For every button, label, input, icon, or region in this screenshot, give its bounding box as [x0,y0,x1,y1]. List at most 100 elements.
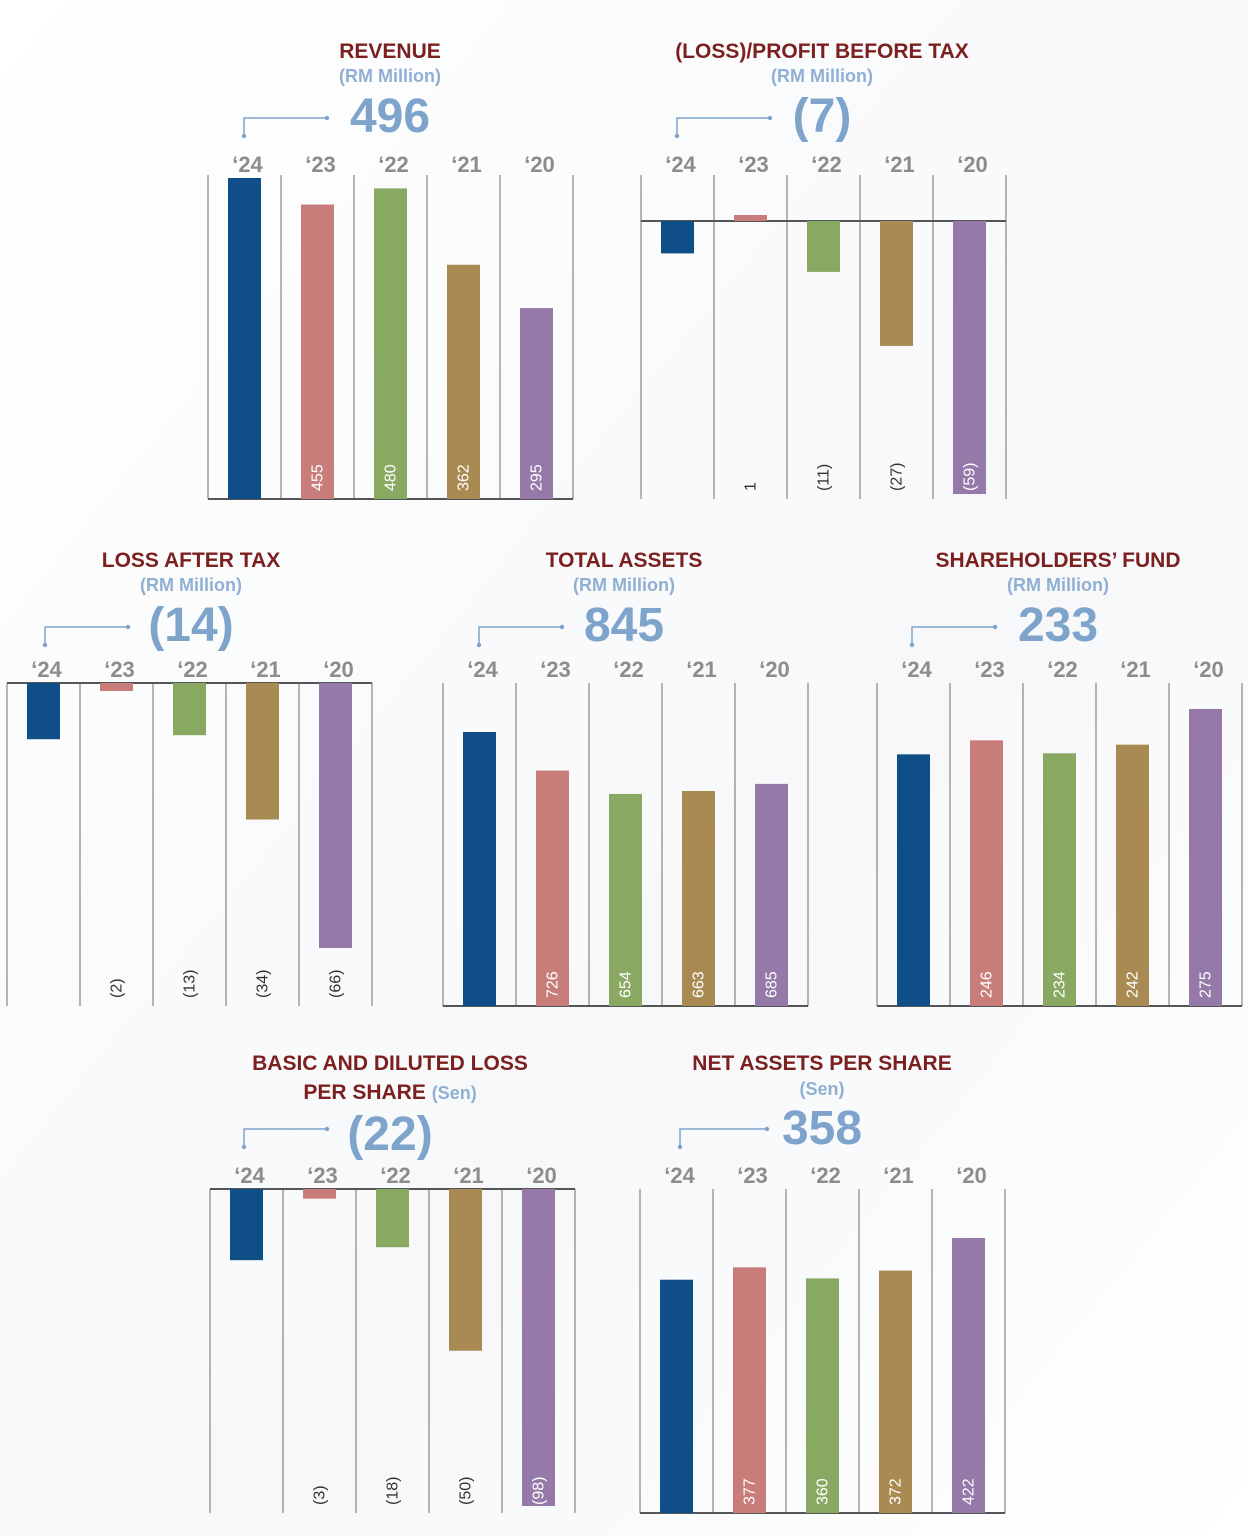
value-label: (27) [889,463,906,491]
charts-group: REVENUE (RM Million) 496 ‘24 ‘23 455 ‘22 480 ‘21… [6,40,1243,1514]
chart-title: SHAREHOLDERS’ FUND [935,549,1180,572]
year-label: ‘20 [323,657,354,682]
headline-value: (7) [793,90,852,143]
chart-7: NET ASSETS PER SHARE (Sen) 358 ‘24 ‘23 377 ‘22… [639,1052,1006,1514]
bar-22 [609,793,642,1006]
chart-title-line2: PER SHARE (Sen) [303,1081,476,1104]
year-label: ‘23 [104,657,135,682]
headline-value: 233 [1018,599,1098,652]
year-label: ‘22 [613,657,644,682]
chart-unit: (RM Million) [573,575,675,595]
bar-20 [1189,709,1222,1006]
year-label: ‘20 [956,1163,987,1188]
year-label: ‘20 [526,1163,557,1188]
bar-23 [301,204,334,499]
bar-20 [522,1189,555,1506]
chart-unit: (RM Million) [771,66,873,86]
value-label: (11) [816,464,833,491]
value-label: 726 [545,971,562,998]
year-label: ‘24 [232,152,263,177]
value-label: 685 [764,971,781,998]
headline-leader-line [243,117,327,136]
value-label: 360 [815,1478,832,1505]
leader-dot [125,624,131,630]
value-label: (18) [385,1477,402,1505]
value-label: 362 [456,464,473,491]
leader-dot [324,1126,330,1132]
value-label: 1 [743,482,760,491]
leader-dot [476,642,482,648]
year-label: ‘21 [451,152,482,177]
year-label: ‘20 [957,152,988,177]
bar-23 [970,740,1003,1006]
year-label: ‘23 [974,657,1005,682]
value-label: (98) [531,1477,548,1505]
bar-24 [27,683,60,740]
chart-unit: (RM Million) [339,66,441,86]
chart-unit: (RM Million) [140,575,242,595]
bar-20 [952,1238,985,1513]
bar-22 [806,1278,839,1513]
chart-unit: (RM Million) [1007,575,1109,595]
year-label: ‘24 [467,657,498,682]
chart-unit: (Sen) [432,1083,477,1103]
chart-2: (LOSS)/PROFIT BEFORE TAX (RM Million) (7) ‘… [640,40,1007,499]
bar-21 [246,683,279,820]
year-label: ‘21 [1120,657,1151,682]
chart-title-line2-text: PER SHARE [303,1081,426,1104]
bar-24 [897,754,930,1006]
bar-24 [228,178,261,499]
chart-unit: (Sen) [800,1079,845,1099]
headline-leader-line [676,117,770,136]
year-label: ‘23 [305,152,336,177]
leader-dot [241,133,247,139]
year-label: ‘22 [380,1163,411,1188]
chart-title: BASIC AND DILUTED LOSS [252,1052,528,1075]
year-label: ‘23 [540,657,571,682]
value-label: 480 [383,464,400,491]
chart-title: REVENUE [339,40,441,63]
bar-24 [463,732,496,1006]
headline-leader-line [679,1128,767,1147]
headline-leader-line [478,626,562,645]
bar-21 [1116,744,1149,1006]
year-label: ‘20 [759,657,790,682]
year-label: ‘23 [738,152,769,177]
value-label: (3) [312,1485,329,1505]
year-label: ‘24 [234,1163,265,1188]
year-label: ‘20 [524,152,555,177]
leader-dot [674,133,680,139]
year-label: ‘21 [884,152,915,177]
value-label: 246 [979,971,996,998]
bar-20 [755,783,788,1006]
bar-22 [376,1189,409,1248]
chart-3: LOSS AFTER TAX (RM Million) (14) ‘24 ‘23 (2) ‘… [6,549,373,1006]
headline-value: 496 [350,90,430,143]
year-label: ‘24 [664,1163,695,1188]
year-label: ‘21 [453,1163,484,1188]
value-label: (66) [328,970,345,998]
chart-title: (LOSS)/PROFIT BEFORE TAX [675,40,969,63]
leader-dot [559,624,565,630]
chart-title: NET ASSETS PER SHARE [692,1052,951,1075]
value-label: 422 [961,1478,978,1505]
chart-title: LOSS AFTER TAX [102,549,281,572]
value-label: 234 [1052,971,1069,998]
bar-20 [319,683,352,948]
year-label: ‘22 [811,152,842,177]
value-label: 372 [888,1478,905,1505]
bar-22 [173,683,206,736]
bar-22 [374,188,407,499]
year-label: ‘23 [307,1163,338,1188]
headline-value: (14) [148,599,233,652]
year-label: ‘24 [665,152,696,177]
bar-20 [953,221,986,494]
chart-4: TOTAL ASSETS (RM Million) 845 ‘24 ‘23 726 ‘22 6… [442,549,809,1007]
bar-21 [880,221,913,346]
headline-value: 358 [782,1102,862,1155]
bar-21 [447,264,480,499]
year-label: ‘23 [737,1163,768,1188]
year-label: ‘22 [177,657,208,682]
leader-dot [764,1126,770,1132]
